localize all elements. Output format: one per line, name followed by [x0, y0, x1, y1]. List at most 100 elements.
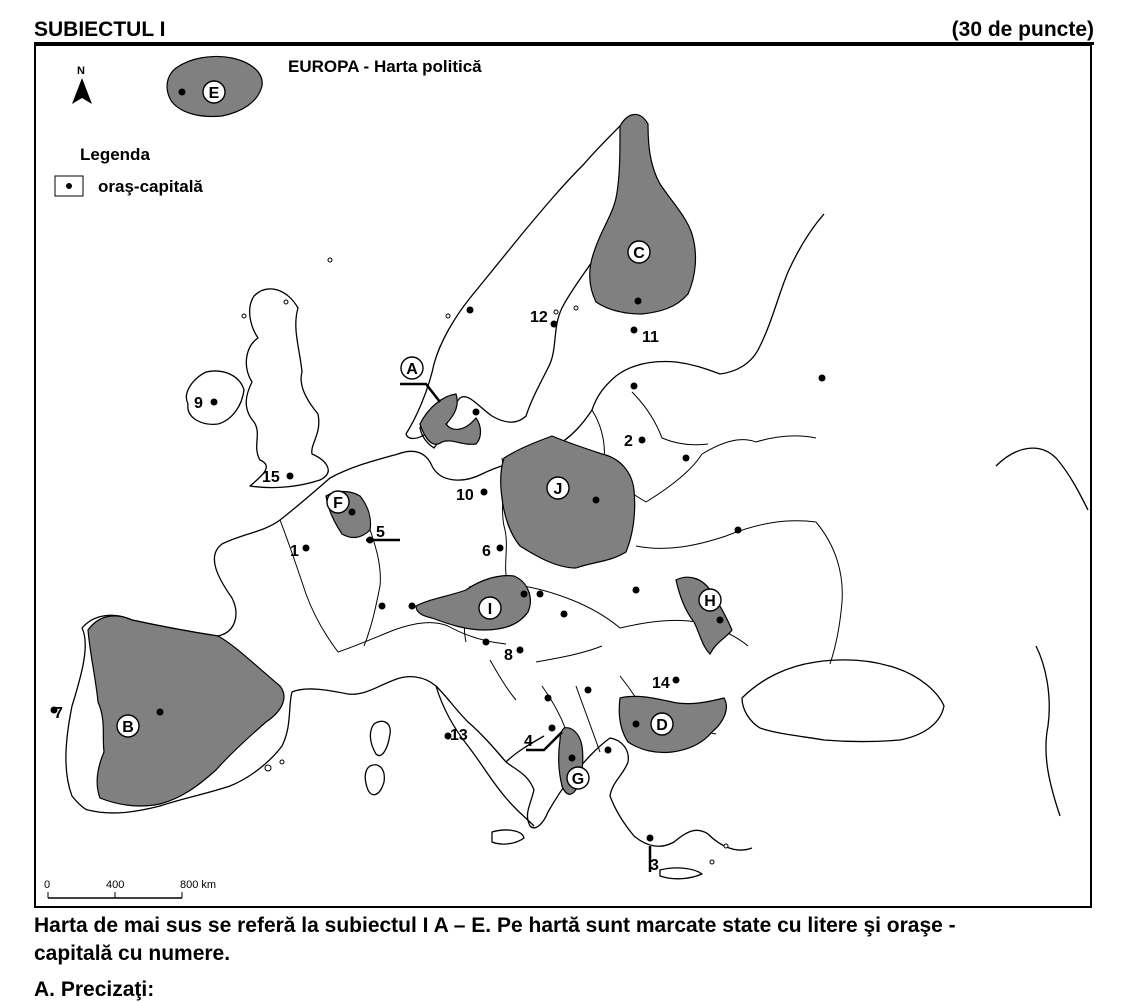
capital-dot — [550, 320, 558, 328]
capital-number-6: 6 — [482, 543, 491, 560]
state-i — [415, 575, 531, 631]
scale-tick-0: 0 — [44, 879, 50, 891]
capital-dot — [544, 694, 552, 702]
capital-dot — [482, 638, 490, 646]
capital-dot — [632, 720, 640, 728]
capital-dot — [634, 297, 642, 305]
state-marker-i: I — [478, 596, 502, 620]
capital-dot — [156, 708, 164, 716]
capital-dot — [408, 602, 416, 610]
state-letter-b: B — [122, 719, 134, 736]
capital-dot — [480, 488, 488, 496]
capital-dot — [560, 610, 568, 618]
capital-number-1: 1 — [290, 543, 299, 560]
capital-dot — [178, 88, 186, 96]
state-marker-d: D — [650, 712, 674, 736]
highlighted-states — [87, 55, 733, 807]
subject-points: (30 de puncte) — [951, 18, 1094, 41]
legend: Legenda oraş-capitală — [54, 145, 203, 197]
next-section-label: A. Precizaţi: — [34, 978, 155, 1001]
capital-dot — [466, 306, 474, 314]
north-arrow-icon — [72, 78, 92, 104]
capital-number-3: 3 — [650, 857, 659, 874]
state-letter-h: H — [704, 593, 716, 610]
legend-capital-dot-icon — [66, 183, 72, 189]
capital-dot — [50, 706, 58, 714]
state-markers: A B C D E F G H I J — [116, 80, 722, 790]
state-marker-f: F — [326, 490, 350, 514]
small-islands — [241, 257, 729, 865]
capital-dot — [646, 834, 654, 842]
state-letter-f: F — [333, 495, 343, 512]
capital-number-10: 10 — [456, 487, 474, 504]
state-marker-e: E — [202, 80, 226, 104]
capital-dot — [630, 382, 638, 390]
capital-dot — [302, 544, 310, 552]
capital-dot — [604, 746, 612, 754]
capital-dot — [536, 590, 544, 598]
state-h — [675, 576, 733, 656]
scale-tick-400: 400 — [106, 879, 124, 891]
capital-number-9: 9 — [194, 395, 203, 412]
capital-dot — [682, 454, 690, 462]
state-letter-i: I — [488, 601, 492, 618]
state-j — [500, 435, 636, 569]
state-marker-h: H — [698, 588, 722, 612]
map-caption: Harta de mai sus se referă la subiectul … — [34, 912, 1104, 968]
state-b — [87, 615, 285, 807]
capital-dot — [584, 686, 592, 694]
capital-number-5: 5 — [376, 524, 385, 541]
capital-dot — [520, 590, 528, 598]
north-label: N — [77, 65, 85, 77]
capital-number-2: 2 — [624, 433, 633, 450]
state-marker-a: A — [400, 356, 424, 380]
capital-dot — [716, 616, 724, 624]
capital-dot — [444, 732, 452, 740]
state-letter-j: J — [554, 481, 563, 498]
capital-dot — [210, 398, 218, 406]
capital-number-13: 13 — [450, 727, 468, 744]
subject-title: SUBIECTUL I — [34, 18, 166, 41]
map-title: EUROPA - Harta politică — [288, 57, 482, 76]
capital-dot — [496, 544, 504, 552]
capital-dot — [516, 646, 524, 654]
capital-dot — [630, 326, 638, 334]
state-a — [419, 393, 482, 445]
europe-political-map: EUROPA - Harta politică N Legenda oraş-c… — [34, 44, 1092, 908]
capital-dot — [592, 496, 600, 504]
capital-number-7: 7 — [54, 705, 63, 722]
scale-bar: 0 400 800 km — [44, 879, 216, 899]
capital-dot — [672, 676, 680, 684]
scale-tick-800: 800 km — [180, 879, 216, 891]
capital-dot — [568, 754, 576, 762]
capital-dot — [818, 374, 826, 382]
capital-number-12: 12 — [530, 309, 548, 326]
capital-dot — [632, 586, 640, 594]
capital-number-14: 14 — [652, 675, 670, 692]
page-header: SUBIECTUL I (30 de puncte) — [34, 14, 1094, 45]
capital-dot — [734, 526, 742, 534]
capital-number-8: 8 — [504, 647, 513, 664]
capital-number-11: 11 — [642, 329, 659, 346]
capital-dot — [348, 508, 356, 516]
state-c — [589, 113, 697, 315]
state-letter-c: C — [633, 245, 645, 262]
capital-dot — [638, 436, 646, 444]
state-letter-a: A — [406, 361, 418, 378]
map-canvas: EUROPA - Harta politică N Legenda oraş-c… — [44, 55, 1089, 899]
legend-item-label: oraş-capitală — [98, 177, 203, 196]
state-letter-g: G — [572, 771, 584, 788]
pointer-arrows — [366, 382, 652, 872]
north-arrow: N — [72, 65, 92, 104]
caption-line-2: capitală cu numere. — [34, 942, 231, 965]
state-marker-j: J — [546, 476, 570, 500]
capital-dot — [286, 472, 294, 480]
capital-number-15: 15 — [262, 469, 280, 486]
legend-title: Legenda — [80, 145, 150, 164]
capital-dot — [472, 408, 480, 416]
state-letter-d: D — [656, 717, 668, 734]
capital-dots — [50, 88, 826, 842]
capital-dot — [548, 724, 556, 732]
state-marker-b: B — [116, 714, 140, 738]
